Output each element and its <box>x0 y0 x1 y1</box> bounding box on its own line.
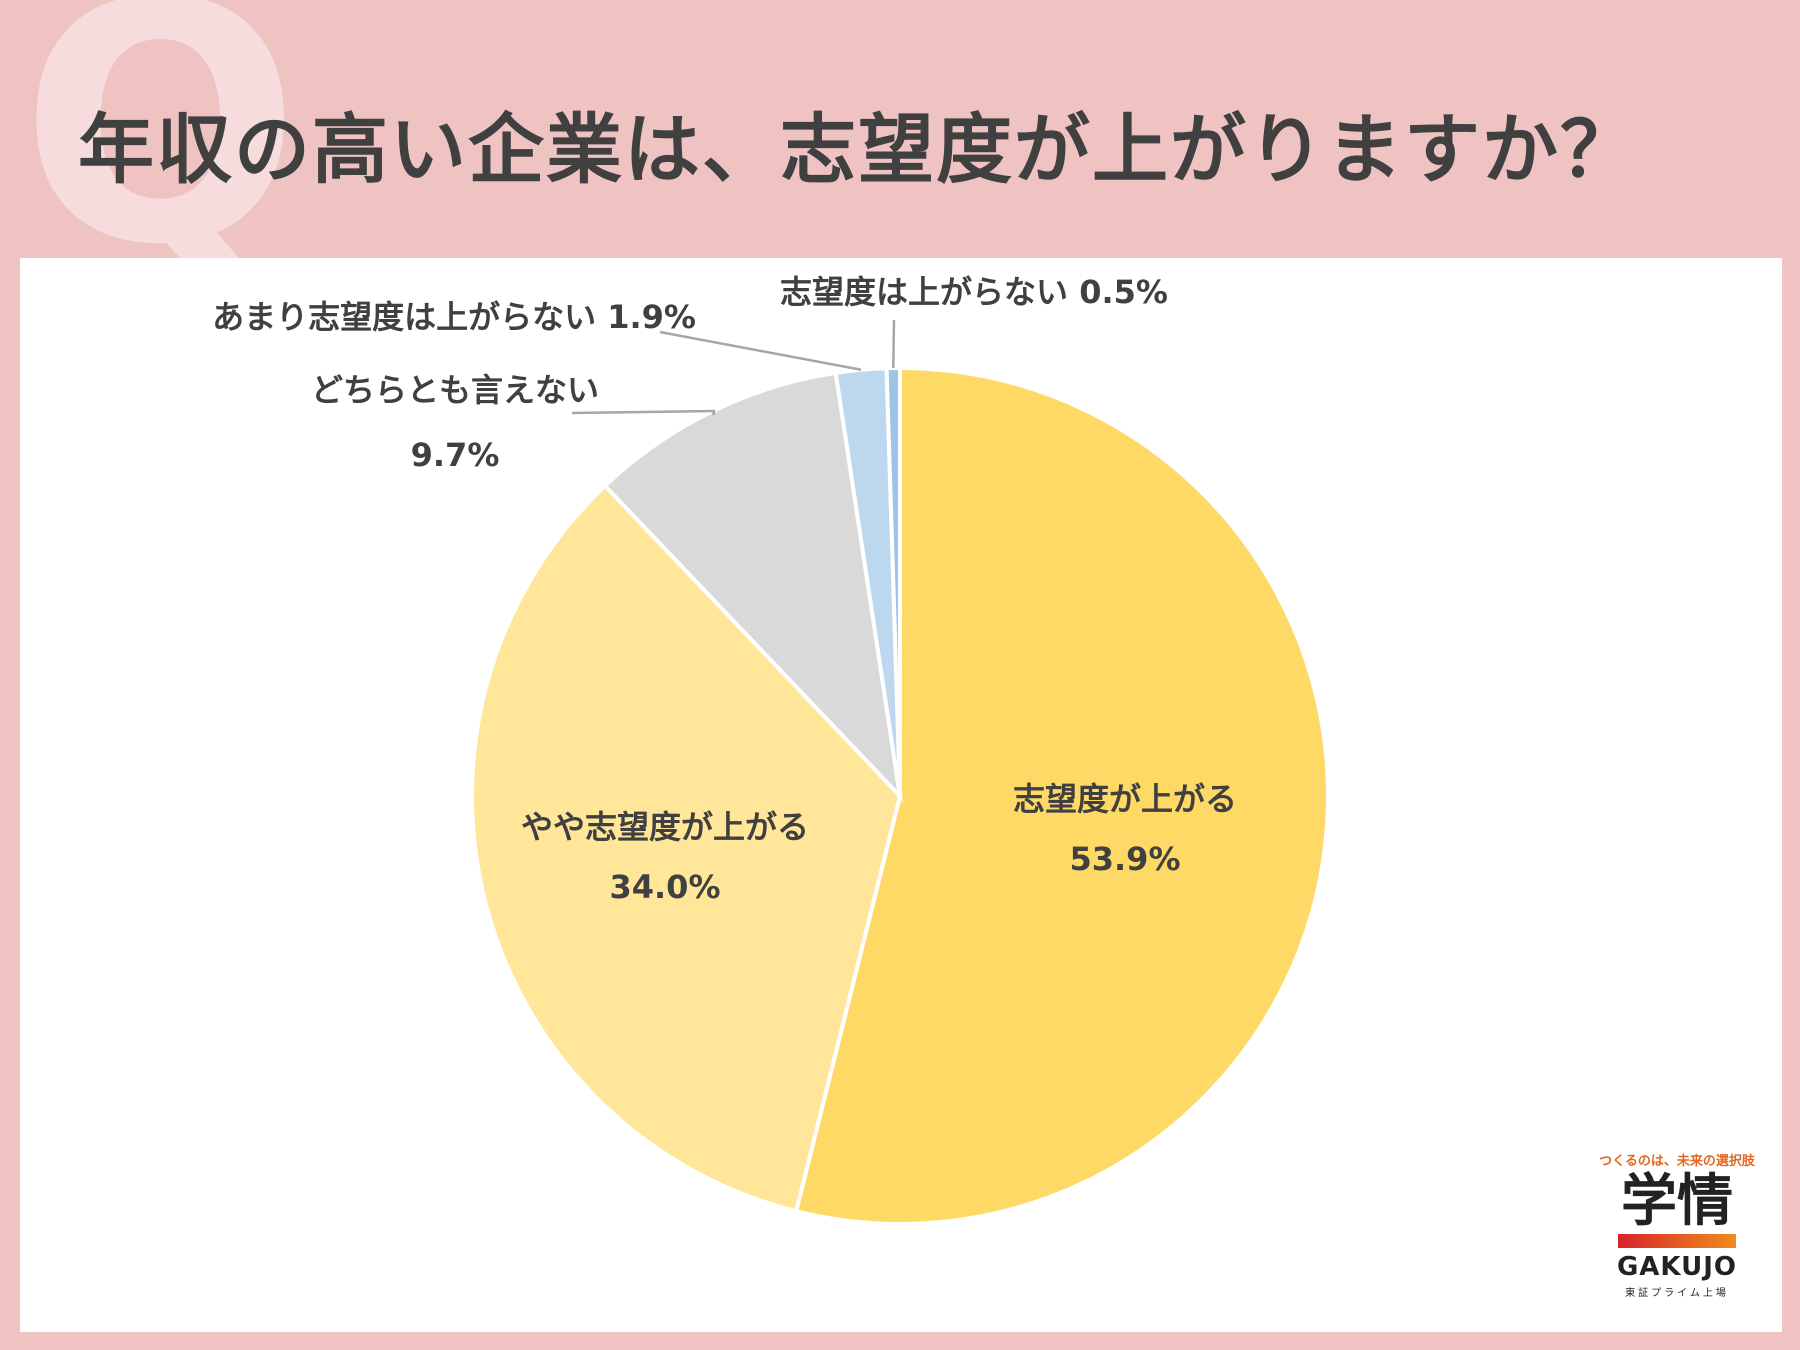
slice-4-leader <box>659 330 862 372</box>
slice-1-label: 志望度が上がる <box>1013 780 1237 818</box>
logo-tagline: つくるのは、未来の選択肢 <box>1599 1154 1755 1169</box>
slice-3-leader <box>571 409 716 416</box>
slice-1-value: 53.9% <box>1069 840 1180 878</box>
pie-slice-2 <box>470 483 903 1214</box>
logo-kanji: 学情 <box>1621 1169 1733 1234</box>
pie-slice-1 <box>793 365 1330 1226</box>
pie-chart: 志望度が上がる 53.9% やや志望度が上がる 34.0% どちらとも言えない 9.7% あ… <box>212 273 1330 1226</box>
logo-sub: 東証プライム上場 <box>1625 1287 1729 1299</box>
slice-3-label: どちらとも言えない <box>311 371 599 409</box>
slice-4-label: あまり志望度は上がらない 1.9% <box>212 298 696 336</box>
logo-bar <box>1618 1233 1736 1248</box>
logo-latin: GAKUJO <box>1616 1251 1738 1282</box>
slice-2-value: 34.0% <box>609 868 720 906</box>
chart-panel: 志望度が上がる 53.9% やや志望度が上がる 34.0% どちらとも言えない 9.7% あ… <box>20 258 1782 1332</box>
page-title: 年収の高い企業は、志望度が上がりますか？ <box>78 105 1638 194</box>
q-watermark: Q <box>20 0 301 317</box>
slice-3-value: 9.7% <box>411 436 500 474</box>
slice-5-label: 志望度は上がらない 0.5% <box>780 273 1168 311</box>
slice-2-label: やや志望度が上がる <box>521 808 809 846</box>
slice-5-leader <box>892 319 896 369</box>
gakujo-logo: つくるのは、未来の選択肢 学情 GAKUJO 東証プライム上場 <box>1582 1142 1772 1320</box>
